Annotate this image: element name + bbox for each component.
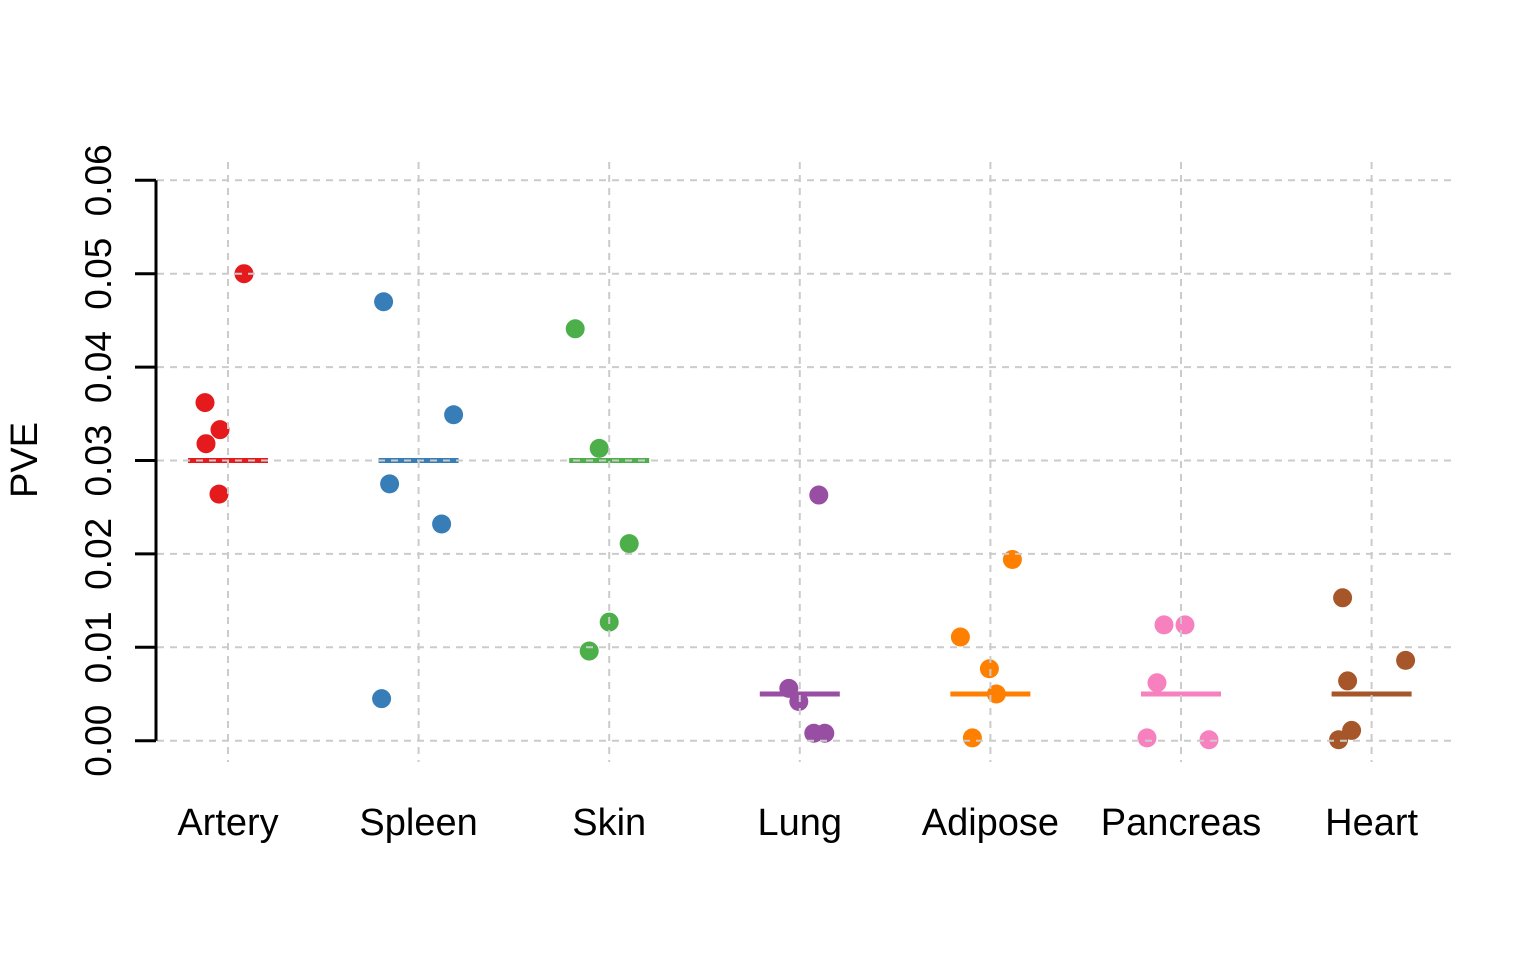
- x-category-label: Pancreas: [1101, 802, 1262, 844]
- data-point-spleen: [432, 514, 452, 534]
- data-point-pancreas: [1147, 673, 1167, 693]
- data-point-spleen: [380, 474, 400, 494]
- x-category-label: Adipose: [922, 802, 1059, 844]
- y-tick-label: 0.00: [78, 705, 119, 777]
- data-point-lung: [809, 485, 829, 505]
- x-category-label: Heart: [1325, 802, 1418, 844]
- data-point-skin: [565, 319, 585, 339]
- x-category-label: Skin: [572, 802, 646, 844]
- data-point-artery: [234, 264, 254, 284]
- data-point-skin: [579, 641, 599, 661]
- y-tick-label: 0.05: [78, 238, 119, 310]
- data-point-artery: [209, 484, 229, 504]
- y-axis-title: PVE: [4, 422, 46, 498]
- data-point-adipose: [962, 728, 982, 748]
- y-tick-label: 0.01: [78, 611, 119, 683]
- data-point-skin: [619, 534, 639, 554]
- data-point-adipose: [950, 627, 970, 647]
- data-point-spleen: [372, 689, 392, 709]
- data-point-spleen: [444, 405, 464, 425]
- data-point-artery: [195, 393, 215, 413]
- data-point-adipose: [986, 684, 1006, 704]
- y-tick-label: 0.04: [78, 331, 119, 403]
- data-point-pancreas: [1154, 615, 1174, 635]
- x-category-label: Spleen: [359, 802, 477, 844]
- data-point-heart: [1396, 650, 1416, 670]
- x-category-label: Artery: [177, 802, 278, 844]
- data-point-lung: [815, 723, 835, 743]
- data-point-adipose: [1002, 550, 1022, 570]
- data-point-spleen: [374, 292, 394, 312]
- y-tick-label: 0.03: [78, 424, 119, 496]
- y-tick-label: 0.02: [78, 518, 119, 590]
- y-tick-label: 0.06: [78, 144, 119, 216]
- data-point-lung: [779, 678, 799, 698]
- data-point-heart: [1329, 730, 1349, 750]
- data-point-pancreas: [1137, 728, 1157, 748]
- data-point-adipose: [979, 659, 999, 679]
- data-point-heart: [1338, 671, 1358, 691]
- data-point-skin: [589, 438, 609, 458]
- data-point-artery: [210, 420, 230, 440]
- data-point-pancreas: [1199, 730, 1219, 750]
- data-point-heart: [1333, 588, 1353, 608]
- data-point-pancreas: [1175, 615, 1195, 635]
- data-point-artery: [196, 434, 216, 454]
- x-category-label: Lung: [758, 802, 843, 844]
